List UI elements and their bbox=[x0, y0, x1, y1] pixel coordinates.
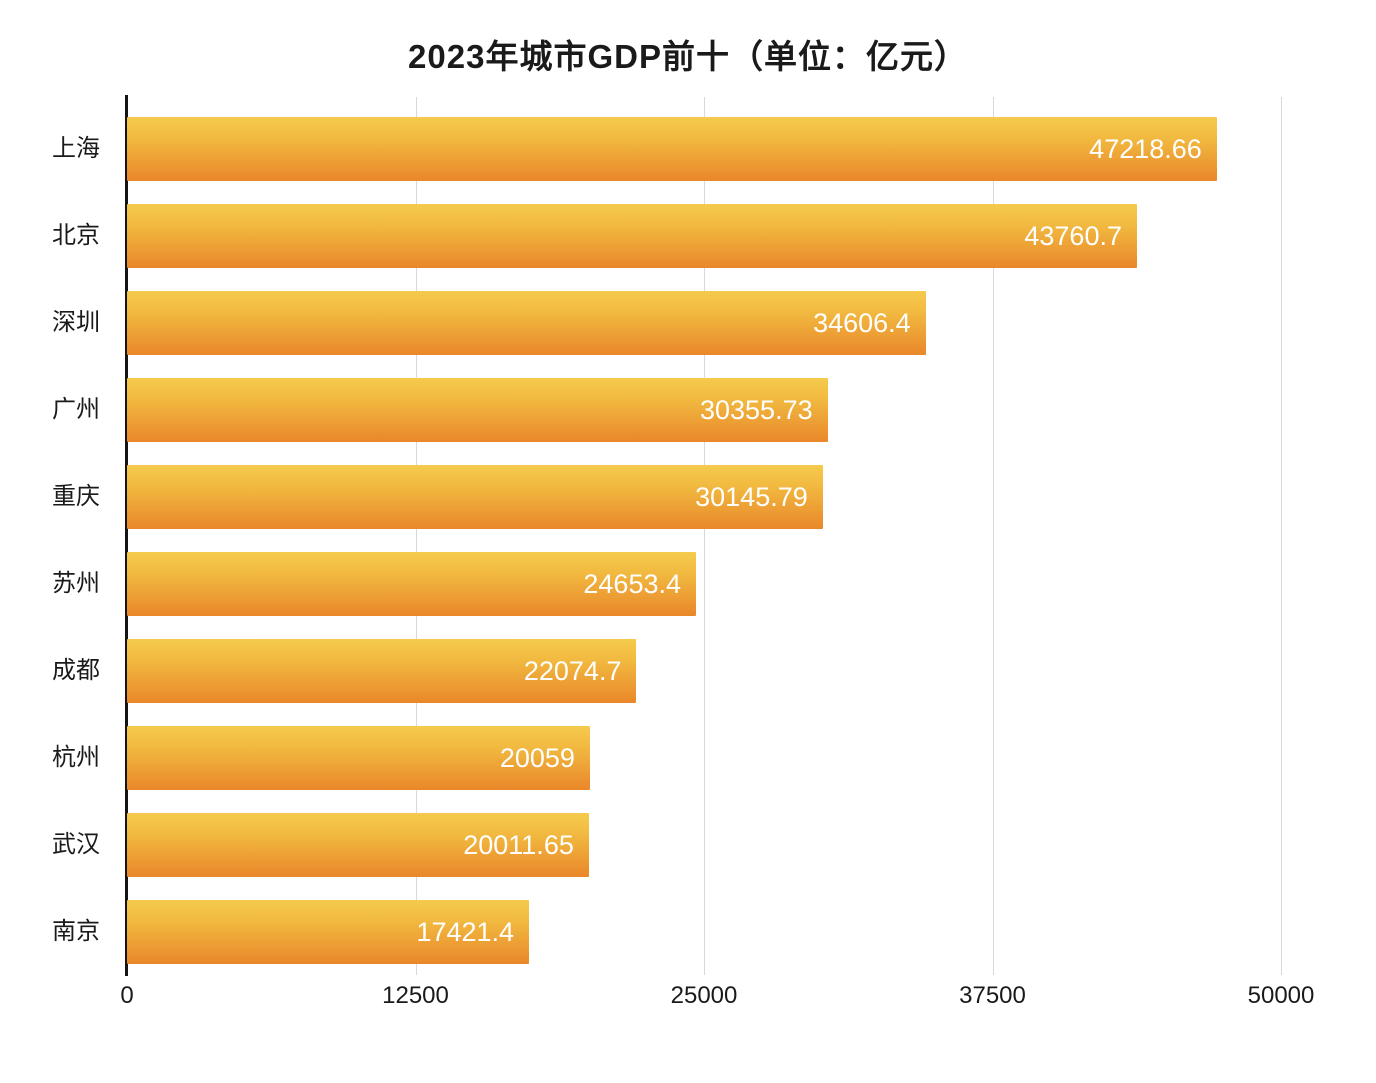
value-label: 20059 bbox=[499, 743, 575, 773]
category-label-7: 成都 bbox=[52, 657, 100, 684]
category-label-2: 北京 bbox=[52, 222, 100, 249]
category-label-4: 广州 bbox=[52, 396, 100, 423]
value-label: 22074.7 bbox=[523, 656, 622, 686]
category-label-1: 上海 bbox=[52, 135, 100, 162]
y-axis-line bbox=[125, 95, 128, 976]
bar-1[interactable]: 47218.66 bbox=[127, 117, 1217, 181]
bar-5[interactable]: 30145.79 bbox=[127, 465, 823, 529]
x-tick-label: 12500 bbox=[382, 982, 449, 1009]
value-label: 30145.79 bbox=[695, 482, 808, 512]
bar-8[interactable]: 20059 bbox=[127, 726, 590, 790]
x-tick-label: 0 bbox=[120, 982, 134, 1009]
bar-9[interactable]: 20011.65 bbox=[127, 813, 589, 877]
x-tick-label: 25000 bbox=[670, 982, 738, 1009]
category-label-3: 深圳 bbox=[52, 309, 100, 336]
bar-4[interactable]: 30355.73 bbox=[127, 378, 828, 442]
x-tick-label: 50000 bbox=[1247, 982, 1315, 1009]
category-label-9: 武汉 bbox=[52, 831, 100, 858]
y-axis-labels: 上海北京深圳广州重庆苏州成都杭州武汉南京 bbox=[0, 97, 100, 975]
value-label: 34606.4 bbox=[813, 308, 911, 338]
x-axis-labels: 0 12500 25000 37500 50000 bbox=[120, 982, 1314, 1012]
category-label-5: 重庆 bbox=[52, 483, 100, 510]
category-label-6: 苏州 bbox=[52, 570, 100, 597]
value-label: 24653.4 bbox=[583, 569, 681, 599]
gridline bbox=[704, 97, 705, 975]
plot-area: 47218.66 43760.7 34606.4 30355.73 30145.79 24… bbox=[127, 97, 1282, 975]
value-label: 43760.7 bbox=[1024, 221, 1122, 251]
category-label-8: 杭州 bbox=[52, 744, 100, 771]
gridline bbox=[415, 97, 417, 975]
value-label: 17421.4 bbox=[416, 917, 515, 947]
value-label: 20011.65 bbox=[463, 830, 574, 860]
bar-3[interactable]: 34606.4 bbox=[127, 291, 926, 355]
gridline bbox=[992, 97, 994, 975]
value-label: 30355.73 bbox=[699, 395, 813, 425]
x-tick-label: 37500 bbox=[959, 982, 1026, 1009]
gridline bbox=[1281, 97, 1282, 975]
chart-title: 2023年城市GDP前十（单位：亿元） bbox=[408, 38, 968, 75]
bar-10[interactable]: 17421.4 bbox=[127, 900, 530, 964]
bar-7[interactable]: 22074.7 bbox=[127, 639, 637, 703]
bar-2[interactable]: 43760.7 bbox=[127, 204, 1137, 268]
bar-6[interactable]: 24653.4 bbox=[127, 552, 696, 616]
value-label: 47218.66 bbox=[1089, 134, 1202, 164]
category-label-10: 南京 bbox=[52, 918, 100, 945]
